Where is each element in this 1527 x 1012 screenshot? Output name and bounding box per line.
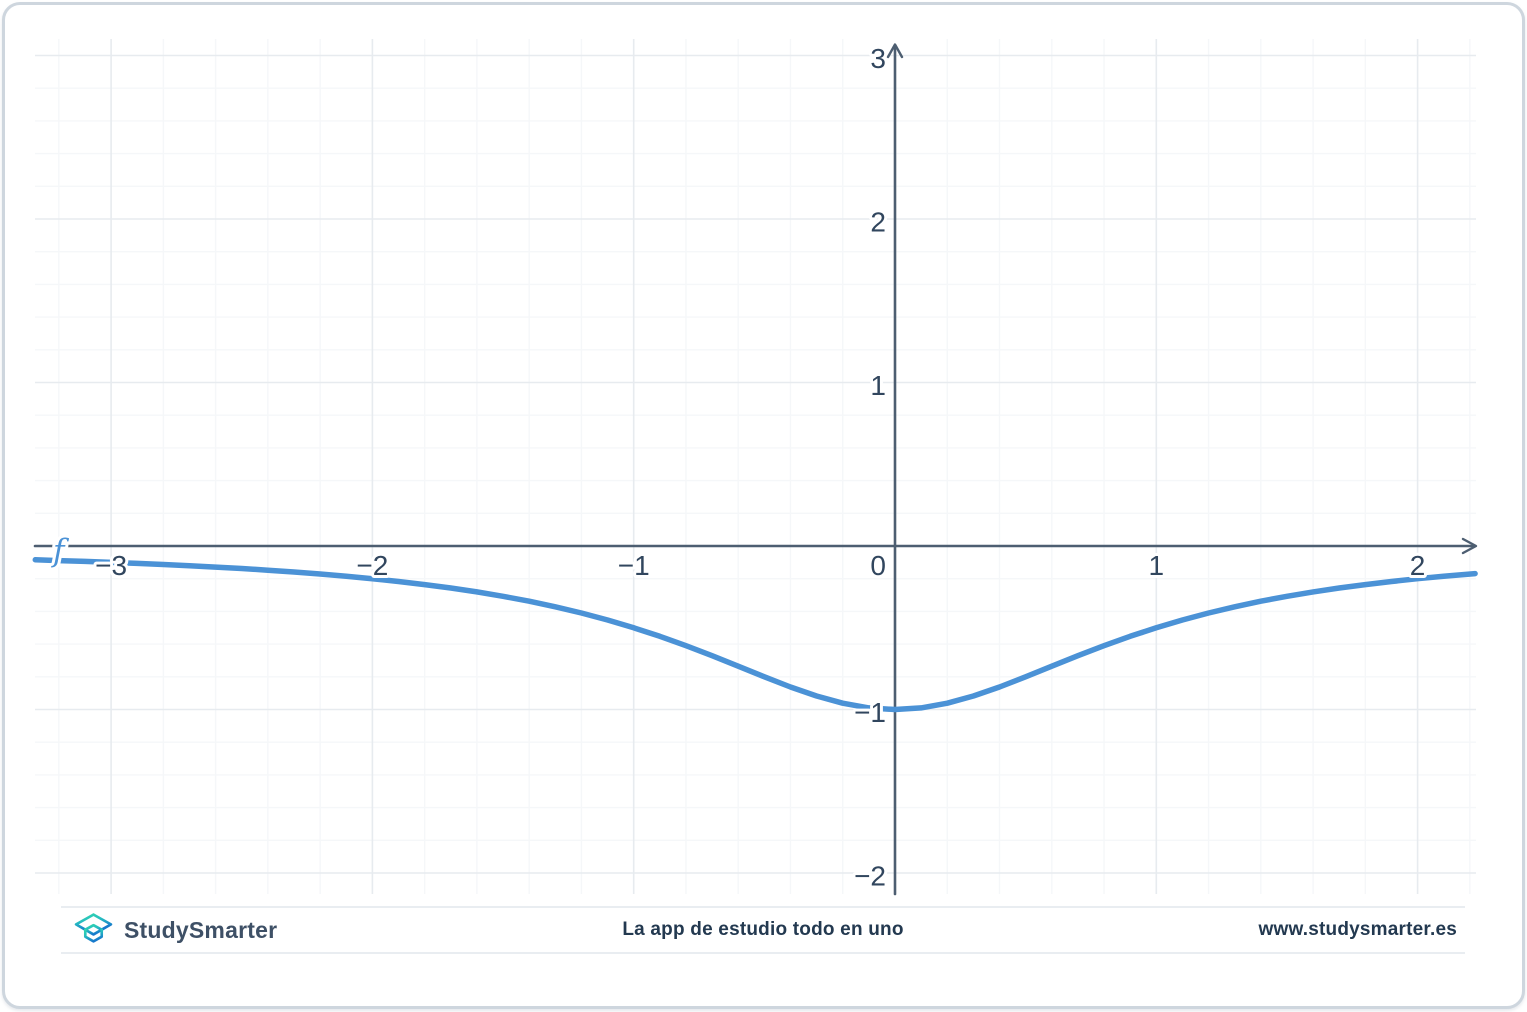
x-tick-label: 2 xyxy=(1410,550,1426,581)
brand: StudySmarter xyxy=(73,913,277,947)
x-tick-label: 1 xyxy=(1149,550,1165,581)
y-tick-label: −2 xyxy=(854,861,886,892)
studysmarter-logo-icon xyxy=(74,913,113,943)
y-axis-arrow-icon xyxy=(886,43,904,59)
brand-name: StudySmarter xyxy=(124,916,278,943)
y-tick-label: 1 xyxy=(870,370,886,401)
x-tick-label: 0 xyxy=(870,550,886,581)
x-axis-arrow-icon xyxy=(1461,537,1478,555)
footer-website-url: www.studysmarter.es xyxy=(1258,919,1457,940)
x-tick-label: −2 xyxy=(356,550,388,581)
y-tick-label: 3 xyxy=(870,43,886,74)
x-tick-label: −3 xyxy=(95,550,127,581)
x-tick-label: −1 xyxy=(618,550,650,581)
y-tick-label: 2 xyxy=(870,207,886,238)
footer-bar: StudySmarter La app de estudio todo en u… xyxy=(61,906,1465,954)
function-curve xyxy=(32,557,1478,713)
y-tick-label: −1 xyxy=(854,697,886,728)
footer-tagline: La app de estudio todo en uno xyxy=(622,919,904,940)
